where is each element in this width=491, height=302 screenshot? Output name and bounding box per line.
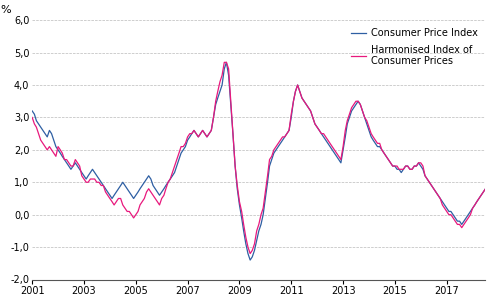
Line: Consumer Price Index: Consumer Price Index [32, 62, 491, 260]
Line: Harmonised Index of
Consumer Prices: Harmonised Index of Consumer Prices [32, 62, 491, 254]
Legend: Consumer Price Index, Harmonised Index of
Consumer Prices: Consumer Price Index, Harmonised Index o… [349, 25, 481, 69]
Text: %: % [0, 5, 11, 15]
